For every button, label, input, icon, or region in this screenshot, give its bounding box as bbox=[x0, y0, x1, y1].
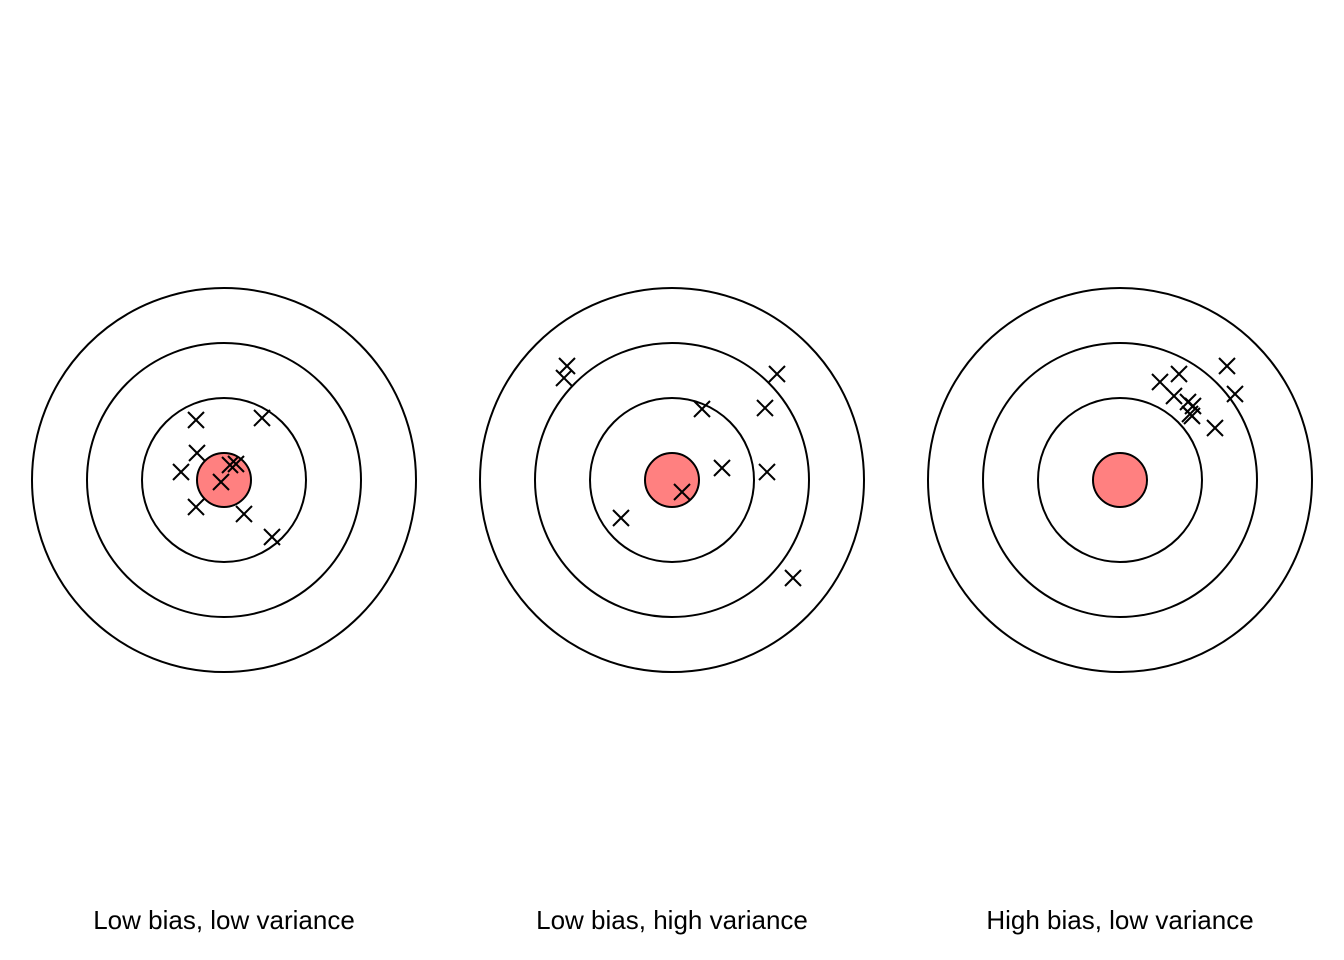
caption-low-bias-low-variance: Low bias, low variance bbox=[93, 905, 355, 935]
target-low-bias-low-variance bbox=[31, 287, 417, 673]
shot-mark bbox=[558, 357, 576, 375]
bullseye bbox=[644, 452, 700, 508]
shot-mark bbox=[784, 569, 802, 587]
shot-mark bbox=[768, 365, 786, 383]
shot-mark bbox=[673, 483, 691, 501]
shot-mark bbox=[1206, 419, 1224, 437]
shot-mark bbox=[1170, 365, 1188, 383]
shot-mark bbox=[1183, 407, 1201, 425]
target-low-bias-high-variance bbox=[479, 287, 865, 673]
target-ring-2 bbox=[534, 342, 810, 618]
caption-low-bias-high-variance: Low bias, high variance bbox=[536, 905, 808, 935]
shot-mark bbox=[187, 411, 205, 429]
target-ring-2 bbox=[86, 342, 362, 618]
shot-mark bbox=[713, 459, 731, 477]
shot-mark bbox=[188, 444, 206, 462]
bullseye bbox=[1092, 452, 1148, 508]
target-high-bias-low-variance bbox=[927, 287, 1313, 673]
shot-mark bbox=[227, 455, 245, 473]
shot-mark bbox=[612, 509, 630, 527]
shot-mark bbox=[187, 498, 205, 516]
shot-mark bbox=[263, 528, 281, 546]
shot-mark bbox=[758, 463, 776, 481]
target-ring-1 bbox=[31, 287, 417, 673]
caption-high-bias-low-variance: High bias, low variance bbox=[986, 905, 1253, 935]
shot-mark bbox=[555, 369, 573, 387]
shot-mark bbox=[693, 400, 711, 418]
shot-mark bbox=[1151, 373, 1169, 391]
target-ring-1 bbox=[927, 287, 1313, 673]
shot-mark bbox=[172, 463, 190, 481]
shot-mark bbox=[235, 505, 253, 523]
shot-mark bbox=[1218, 357, 1236, 375]
shot-mark bbox=[756, 399, 774, 417]
shot-mark bbox=[221, 456, 239, 474]
shot-mark bbox=[212, 473, 230, 491]
target-ring-3 bbox=[589, 397, 755, 563]
shot-mark bbox=[1226, 385, 1244, 403]
shot-mark bbox=[1165, 387, 1183, 405]
target-ring-3 bbox=[1037, 397, 1203, 563]
target-ring-3 bbox=[141, 397, 307, 563]
target-ring-1 bbox=[479, 287, 865, 673]
shot-mark bbox=[253, 409, 271, 427]
target-ring-2 bbox=[982, 342, 1258, 618]
